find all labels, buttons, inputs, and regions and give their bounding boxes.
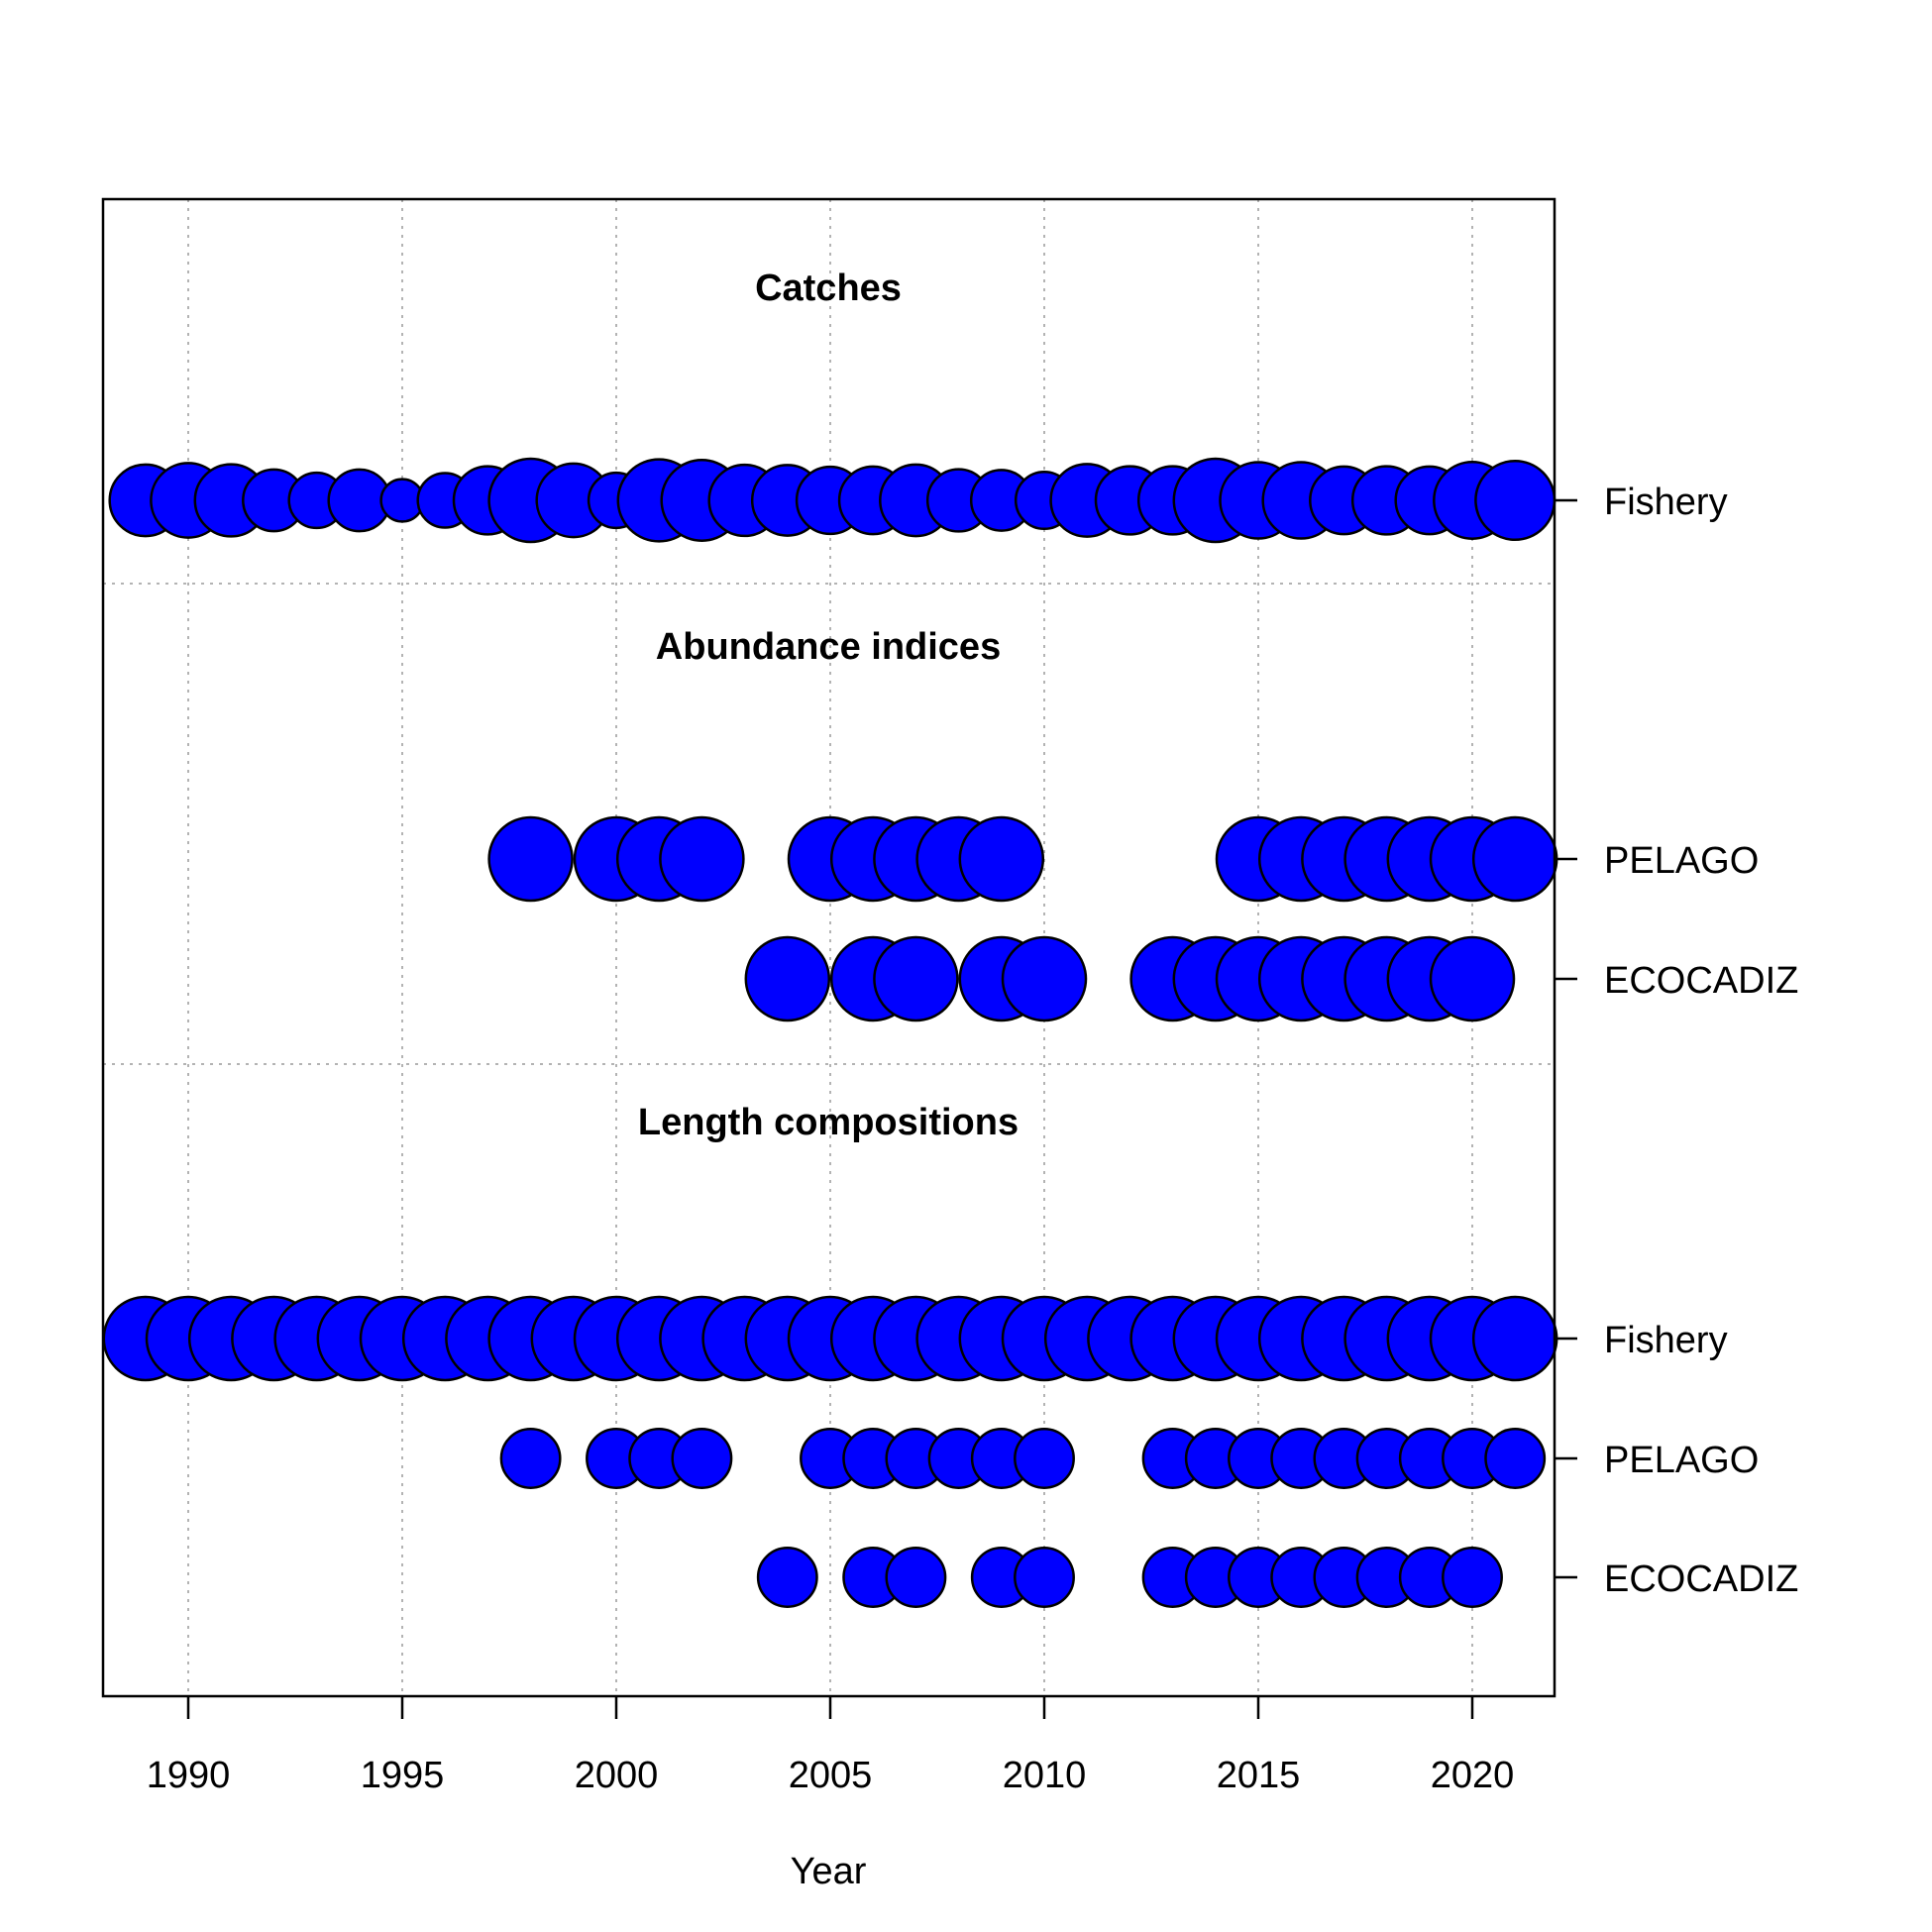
bubble-ecocadiz-2004: [756, 1547, 818, 1608]
panel-title: Catches: [755, 268, 902, 309]
x-tick-label: 1995: [361, 1755, 445, 1796]
x-tick-label: 2020: [1431, 1755, 1515, 1796]
plot-frame: [101, 197, 1556, 1698]
grid-layer: [103, 199, 1555, 1696]
bubble-ecocadiz-2020: [1429, 935, 1516, 1022]
bubble-pelago-2002: [659, 815, 745, 903]
right-axis: Fishery PELAGO ECOCADIZ Fishery PELAGO ECOCAD…: [1555, 482, 1798, 1600]
row-label: PELAGO: [1604, 840, 1759, 882]
x-tick-label: 2010: [1003, 1755, 1087, 1796]
bubble-ecocadiz-2007: [873, 935, 959, 1022]
panel-title: Length compositions: [638, 1102, 1019, 1143]
bubble-pelago-2009: [958, 815, 1045, 903]
bubbles-layer: [102, 457, 1558, 1608]
panel-titles: Catches Abundance indices Length compositi…: [638, 268, 1019, 1143]
bubble-ecocadiz-2010: [1014, 1547, 1075, 1608]
x-axis-label: Year: [791, 1851, 867, 1892]
row-label: PELAGO: [1604, 1440, 1759, 1481]
row-label: Fishery: [1604, 482, 1728, 523]
bubble-pelago-2021: [1484, 1428, 1547, 1489]
x-tick-label: 2015: [1217, 1755, 1301, 1796]
x-tick-label: 2005: [789, 1755, 873, 1796]
bubble-ecocadiz-2004: [744, 935, 831, 1022]
x-tick-label: 1990: [147, 1755, 231, 1796]
bubble-ecocadiz-2020: [1442, 1547, 1503, 1608]
row-label: ECOCADIZ: [1604, 1558, 1798, 1600]
bubble-fishery-2021: [1471, 1295, 1558, 1382]
bubble-ecocadiz-2007: [885, 1547, 947, 1608]
bubble-pelago-1998: [499, 1428, 562, 1489]
bubble-pelago-2021: [1471, 815, 1558, 903]
bubble-pelago-1998: [487, 815, 574, 903]
row-label: ECOCADIZ: [1604, 960, 1798, 1002]
bubble-fishery-2021: [1474, 459, 1556, 542]
x-tick-label: 2000: [575, 1755, 659, 1796]
x-axis: 1990 1995 2000 2005 2010 2015 2020: [147, 1696, 1515, 1796]
row-label: Fishery: [1604, 1320, 1728, 1361]
bubble-pelago-2010: [1014, 1428, 1075, 1489]
bubble-pelago-2002: [671, 1428, 733, 1489]
panel-title: Abundance indices: [656, 626, 1001, 668]
bubble-ecocadiz-2010: [1001, 935, 1088, 1022]
